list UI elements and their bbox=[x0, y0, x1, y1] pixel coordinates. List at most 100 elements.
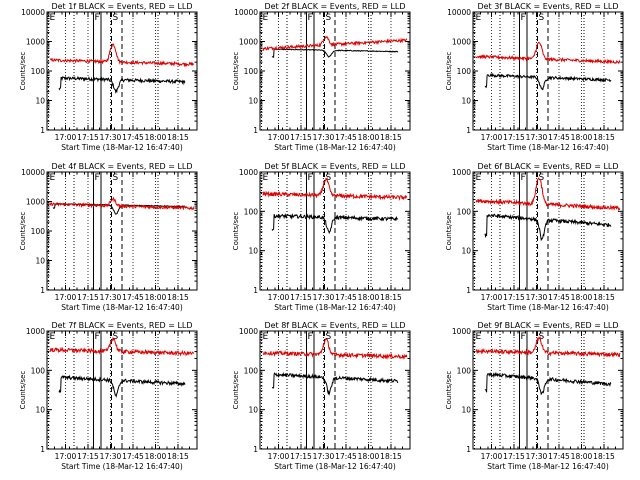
x-tick-label: 18:15 bbox=[593, 133, 615, 142]
x-axis-label: Start Time (18-Mar-12 16:47:40) bbox=[61, 143, 183, 152]
series-events-black bbox=[271, 48, 399, 59]
x-tick-label: 18:00 bbox=[145, 293, 167, 302]
marker-label-S: S bbox=[539, 332, 545, 342]
marker-label-F: F bbox=[521, 13, 526, 23]
marker-label-E: E bbox=[476, 13, 482, 23]
y-tick-label: 100 bbox=[457, 207, 472, 216]
x-tick-label: 17:15 bbox=[77, 452, 99, 461]
x-tick-label: 17:00 bbox=[481, 293, 503, 302]
x-axis-label: Start Time (18-Mar-12 16:47:40) bbox=[274, 143, 396, 152]
marker-label-S: S bbox=[326, 173, 332, 183]
marker-label-E: E bbox=[263, 13, 269, 23]
x-tick-label: 17:00 bbox=[55, 133, 77, 142]
y-tick-label: 10 bbox=[461, 97, 471, 106]
x-axis-label: Start Time (18-Mar-12 16:47:40) bbox=[61, 462, 183, 471]
panel-5: Det 5f BLACK = Events, RED = LLD 1 10 100 10… bbox=[232, 162, 411, 312]
marker-label-E: E bbox=[50, 13, 56, 23]
series-lld-red bbox=[49, 43, 194, 68]
y-tick-label: 1 bbox=[466, 126, 471, 135]
marker-label-S: S bbox=[113, 332, 119, 342]
marker-label-F: F bbox=[308, 173, 313, 183]
x-axis-label: Start Time (18-Mar-12 16:47:40) bbox=[487, 303, 609, 312]
marker-label-F: F bbox=[95, 13, 100, 23]
marker-label-S: S bbox=[113, 173, 119, 183]
y-tick-label: 1000 bbox=[239, 168, 258, 177]
series-events-black bbox=[484, 213, 612, 242]
panel-4: Det 4f BLACK = Events, RED = LLD 1 10 100 10… bbox=[19, 162, 198, 312]
y-tick-label: 10000 bbox=[21, 168, 45, 177]
marker-label-E: E bbox=[50, 332, 56, 342]
x-tick-label: 17:30 bbox=[313, 452, 335, 461]
y-tick-label: 10 bbox=[35, 406, 45, 415]
y-tick-label: 1000 bbox=[26, 198, 45, 207]
y-axis-label: Counts/sec bbox=[445, 52, 453, 91]
y-tick-label: 1 bbox=[466, 286, 471, 295]
x-tick-label: 17:15 bbox=[290, 133, 312, 142]
x-tick-label: 17:15 bbox=[290, 293, 312, 302]
panel-title: Det 2f BLACK = Events, RED = LLD bbox=[264, 2, 405, 11]
y-tick-label: 1000 bbox=[26, 38, 45, 47]
y-tick-label: 100 bbox=[457, 67, 472, 76]
y-tick-label: 10000 bbox=[234, 8, 258, 17]
x-axis-label: Start Time (18-Mar-12 16:47:40) bbox=[487, 462, 609, 471]
y-tick-label: 10 bbox=[35, 257, 45, 266]
y-tick-label: 1000 bbox=[26, 327, 45, 336]
panel-title: Det 9f BLACK = Events, RED = LLD bbox=[477, 321, 618, 330]
x-tick-label: 17:45 bbox=[335, 293, 357, 302]
panel-8: Det 8f BLACK = Events, RED = LLD 1 10 100 10… bbox=[232, 321, 411, 471]
x-tick-label: 17:00 bbox=[268, 133, 290, 142]
y-axis-label: Counts/sec bbox=[19, 212, 27, 251]
marker-label-F: F bbox=[95, 173, 100, 183]
y-tick-label: 1 bbox=[466, 445, 471, 454]
x-tick-label: 18:15 bbox=[380, 293, 402, 302]
panel-title: Det 7f BLACK = Events, RED = LLD bbox=[51, 321, 192, 330]
panel-title: Det 6f BLACK = Events, RED = LLD bbox=[477, 162, 618, 171]
y-tick-label: 10000 bbox=[21, 8, 45, 17]
x-tick-label: 18:00 bbox=[145, 133, 167, 142]
y-tick-label: 10 bbox=[248, 247, 258, 256]
marker-label-E: E bbox=[263, 173, 269, 183]
series-events-black bbox=[58, 374, 186, 398]
y-tick-label: 10 bbox=[461, 247, 471, 256]
y-axis-label: Counts/sec bbox=[232, 212, 240, 251]
x-axis-label: Start Time (18-Mar-12 16:47:40) bbox=[61, 303, 183, 312]
y-axis-label: Counts/sec bbox=[232, 52, 240, 91]
series-lld-red bbox=[49, 336, 195, 357]
x-tick-label: 17:00 bbox=[268, 452, 290, 461]
x-tick-label: 17:45 bbox=[122, 133, 144, 142]
x-tick-label: 18:15 bbox=[167, 133, 189, 142]
panel-7: Det 7f BLACK = Events, RED = LLD 1 10 100 10… bbox=[19, 321, 198, 471]
panel-2: Det 2f BLACK = Events, RED = LLD 1 10 100 10… bbox=[232, 2, 411, 152]
marker-label-F: F bbox=[308, 13, 313, 23]
y-tick-label: 100 bbox=[31, 366, 46, 375]
x-tick-label: 18:15 bbox=[593, 293, 615, 302]
x-tick-label: 18:15 bbox=[167, 293, 189, 302]
x-tick-label: 17:30 bbox=[100, 133, 122, 142]
x-tick-label: 17:30 bbox=[526, 133, 548, 142]
x-tick-label: 17:15 bbox=[503, 133, 525, 142]
marker-label-E: E bbox=[50, 173, 56, 183]
marker-label-F: F bbox=[308, 332, 313, 342]
panel-title: Det 8f BLACK = Events, RED = LLD bbox=[264, 321, 405, 330]
panel-3: Det 3f BLACK = Events, RED = LLD 1 10 100 10… bbox=[445, 2, 624, 152]
series-lld-red bbox=[475, 336, 621, 358]
x-tick-label: 17:00 bbox=[55, 452, 77, 461]
x-axis-label: Start Time (18-Mar-12 16:47:40) bbox=[274, 462, 396, 471]
x-axis-label: Start Time (18-Mar-12 16:47:40) bbox=[487, 143, 609, 152]
panel-title: Det 5f BLACK = Events, RED = LLD bbox=[264, 162, 405, 171]
y-tick-label: 1 bbox=[40, 286, 45, 295]
y-tick-label: 100 bbox=[244, 366, 259, 375]
panel-6: Det 6f BLACK = Events, RED = LLD 1 10 100 10… bbox=[445, 162, 624, 312]
marker-label-E: E bbox=[476, 332, 482, 342]
y-tick-label: 10000 bbox=[447, 8, 471, 17]
panel-title: Det 3f BLACK = Events, RED = LLD bbox=[477, 2, 618, 11]
x-tick-label: 18:15 bbox=[593, 452, 615, 461]
x-tick-label: 17:30 bbox=[100, 293, 122, 302]
y-axis-label: Counts/sec bbox=[19, 371, 27, 410]
x-tick-label: 17:00 bbox=[481, 452, 503, 461]
x-tick-label: 17:45 bbox=[548, 133, 570, 142]
y-tick-label: 1000 bbox=[239, 38, 258, 47]
x-tick-label: 17:00 bbox=[481, 133, 503, 142]
panel-9: Det 9f BLACK = Events, RED = LLD 1 10 100 10… bbox=[445, 321, 624, 471]
